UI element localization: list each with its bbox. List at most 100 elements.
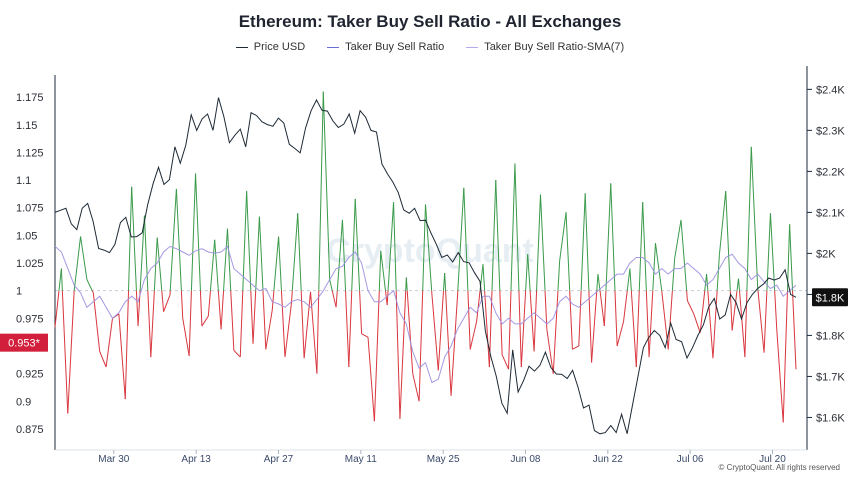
ratio-segment (92, 292, 101, 352)
ratio-segment (495, 180, 501, 291)
ratio-segment (706, 274, 709, 291)
ratio-segment (437, 290, 445, 371)
ratio-segment (348, 290, 353, 368)
ratio-segment (725, 191, 731, 291)
ratio-segment (361, 333, 369, 338)
ratio-segment (329, 279, 333, 291)
legend-item-ratio[interactable]: Taker Buy Sell Ratio (327, 41, 444, 53)
badges: 0.953* $1.8K (0, 288, 848, 352)
ratio-segment (223, 228, 228, 291)
ratio-segment (457, 187, 465, 291)
ratio-segment (712, 290, 718, 359)
ratio-segment (139, 215, 145, 291)
ratio-segment (716, 255, 720, 291)
ratio-segment (729, 290, 733, 331)
ratio-segment (54, 290, 60, 328)
left-tick-label: 0.875 (16, 424, 44, 436)
ratio-segment (763, 290, 768, 353)
ratio-segment (246, 191, 252, 291)
ratio-segment (220, 290, 225, 330)
ratio-segment (648, 290, 654, 358)
ratio-segment (239, 290, 244, 358)
ratio-segment (514, 163, 520, 291)
ratio-segment (520, 290, 527, 368)
ratio-segment (596, 274, 599, 291)
ratio-segment (190, 173, 197, 291)
legend-item-price[interactable]: Price USD (235, 41, 305, 53)
left-tick-label: 0.975 (16, 313, 44, 325)
ratio-segment (680, 219, 688, 291)
ratio-segment (431, 293, 439, 371)
ratio-segment (776, 330, 784, 423)
ratio-segment (318, 91, 324, 291)
ratio-segment (336, 219, 343, 291)
ratio-segment (395, 290, 401, 419)
right-tick-label: $1.7K (816, 371, 845, 383)
ratio-segment (406, 290, 414, 374)
right-tick-label: $1.6K (816, 412, 845, 424)
ratio-segment (73, 236, 82, 291)
legend-label-ratio: Taker Buy Sell Ratio (345, 41, 445, 53)
ratio-segment (373, 290, 380, 422)
ratio-segment (233, 350, 241, 358)
ratio-segment (265, 310, 273, 350)
ratio-segment (578, 290, 582, 347)
x-tick-label: May 11 (345, 454, 377, 465)
ratio-segment (629, 268, 632, 291)
ratio-segment (786, 224, 791, 291)
ratio-segment (484, 290, 490, 368)
ratio-segment (351, 198, 356, 291)
legend: Price USD Taker Buy Sell Ratio Taker Buy… (0, 41, 860, 53)
ratio-segment (180, 290, 184, 319)
current-ratio-badge-label: 0.953* (8, 338, 41, 350)
ratio-segment (156, 237, 163, 291)
ratio-segment (80, 236, 88, 280)
ratio-segment (303, 291, 312, 359)
ratio-segment (291, 213, 299, 291)
price-line (54, 97, 797, 435)
legend-item-sma[interactable]: Taker Buy Sell Ratio-SMA(7) (466, 41, 624, 53)
left-tick-label: 1 (16, 286, 22, 298)
x-tick-label: Jun 08 (510, 454, 540, 465)
ratio-segment (195, 173, 201, 291)
x-tick-label: Jun 22 (593, 454, 623, 465)
ratio-segment (150, 290, 155, 358)
ratio-segment (572, 345, 580, 350)
ratio-segment (539, 194, 546, 291)
ratio-segment (614, 290, 618, 347)
ratio-segment (322, 91, 331, 280)
left-tick-label: 1.075 (16, 203, 44, 215)
ratio-segment (467, 290, 471, 350)
ratio-segment (536, 194, 541, 291)
ratio-segment (331, 290, 337, 308)
x-tick-label: Mar 30 (98, 454, 130, 465)
ratio-segment (359, 290, 363, 334)
ratio-segment (147, 290, 152, 358)
ratio-segment (792, 290, 797, 370)
ratio-segment (774, 290, 778, 331)
ratio-segment (546, 329, 554, 374)
ratio-segment (782, 290, 788, 423)
right-tick-label: $2.1K (816, 207, 845, 219)
ratio-segment (242, 191, 248, 291)
ratio-segment (654, 243, 663, 291)
chart-title: Ethereum: Taker Buy Sell Ratio - All Exc… (238, 12, 622, 31)
current-price-badge-label: $1.8K (816, 292, 845, 304)
left-axis: 1.175 1.15 1.125 1.1 1.075 1.05 1.025 1 0.975 0.9… (16, 75, 56, 450)
ratio-segment (552, 290, 559, 374)
ratio-segment (584, 193, 590, 291)
ratio-segment (533, 290, 538, 352)
ratio-segment (345, 290, 350, 368)
ratio-segment (525, 254, 529, 291)
ratio-segment (686, 290, 688, 301)
ratio-segment (569, 290, 573, 350)
ratio-segment (591, 290, 598, 363)
ratio-segment (131, 186, 137, 291)
ratio-segment (67, 290, 75, 414)
ratio-segment (405, 277, 408, 291)
ratio-segment (335, 290, 338, 308)
ratio-segment (199, 290, 203, 327)
ratio-segment (557, 260, 561, 291)
ratio-segment (201, 315, 209, 327)
